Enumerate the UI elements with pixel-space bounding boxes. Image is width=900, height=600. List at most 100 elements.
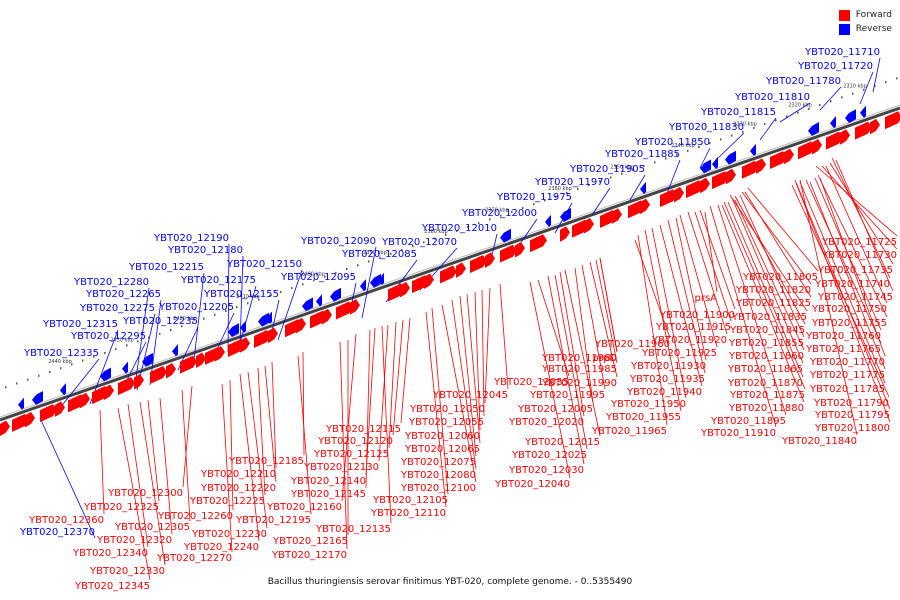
leader-line <box>159 397 173 535</box>
scale-dot <box>665 157 667 160</box>
reverse-gene-label: YBT020_12180 <box>167 245 243 256</box>
leader-line <box>425 311 447 508</box>
forward-gene-label: YBT020_11940 <box>626 387 702 398</box>
reverse-gene-label: YBT020_11850 <box>634 137 710 148</box>
forward-gene <box>196 352 206 369</box>
scale-dot <box>27 378 29 381</box>
leader-line <box>821 165 898 250</box>
forward-gene-label: YBT020_12240 <box>183 542 259 553</box>
reverse-gene-label: YBT020_11905 <box>569 164 645 175</box>
legend-item-reverse: Reverse <box>838 22 892 36</box>
scale-dot <box>313 279 315 282</box>
leader-line <box>794 179 891 410</box>
reverse-gene <box>266 311 272 324</box>
forward-gene-label: YBT020_11800 <box>814 423 890 434</box>
scale-tick-label: 2330 kbp <box>733 122 757 128</box>
legend-label-reverse: Reverse <box>855 24 892 34</box>
forward-gene-label: YBT020_11920 <box>651 335 727 346</box>
scale-dot <box>104 351 106 354</box>
forward-gene-label: YBT020_11935 <box>629 374 705 385</box>
forward-gene-label: YBT020_12030 <box>508 465 584 476</box>
scale-dot <box>192 321 194 324</box>
leader-line <box>779 102 811 123</box>
forward-gene-label: YBT020_11840 <box>781 436 857 447</box>
forward-gene <box>268 327 278 344</box>
leader-line <box>537 279 570 377</box>
scale-tick-label: 2370 kbp <box>485 208 509 214</box>
forward-gene-label: YBT020_12055 <box>408 417 484 428</box>
scale-tick-label: 2380 kbp <box>424 229 448 235</box>
leader-line <box>809 181 886 370</box>
forward-gene-label: prsA <box>694 293 717 304</box>
genome-axis <box>0 106 900 422</box>
forward-gene <box>350 299 360 315</box>
forward-gene-label: YBT020_12260 <box>157 511 233 522</box>
scale-dot <box>93 355 95 358</box>
leader-line <box>547 275 585 465</box>
reverse-gene-label: YBT020_12370 <box>19 527 95 538</box>
forward-gene <box>726 168 736 185</box>
leader-line <box>791 184 890 398</box>
forward-gene-label: YBT020_12050 <box>409 404 485 415</box>
forward-gene <box>424 273 434 289</box>
forward-gene <box>870 118 880 135</box>
scale-dot <box>643 165 645 168</box>
scale-dot <box>357 264 359 267</box>
leader-line <box>459 295 477 457</box>
leader-line <box>723 201 806 390</box>
scale-dot <box>203 317 205 320</box>
leader-line <box>499 283 509 390</box>
forward-gene <box>640 198 650 215</box>
forward-gene-label: YBT020_11825 <box>735 298 811 309</box>
forward-gene-label: YBT020_11760 <box>805 331 881 342</box>
forward-gene-label: YBT020_12015 <box>524 437 600 448</box>
legend: Forward Reverse <box>838 8 892 36</box>
scale-dot <box>632 168 634 171</box>
forward-gene-label: YBT020_11745 <box>817 292 893 303</box>
reverse-gene-label: YBT020_12280 <box>73 277 149 288</box>
forward-gene-label: YBT020_11820 <box>735 285 811 296</box>
forward-gene-label: YBT020_12170 <box>271 550 347 561</box>
forward-gene-label: YBT020_11740 <box>814 279 890 290</box>
forward-gene-label: YBT020_12345 <box>74 581 150 592</box>
forward-gene-label: YBT020_11955 <box>605 412 681 423</box>
leader-line <box>744 191 812 298</box>
scale-dot <box>698 146 700 149</box>
leader-line <box>715 132 745 161</box>
reverse-gene-label: YBT020_11830 <box>668 122 744 133</box>
forward-gene-label: YBT020_11845 <box>729 325 805 336</box>
scale-dot <box>335 271 337 274</box>
reverse-gene <box>258 312 269 327</box>
leader-line <box>221 383 233 553</box>
reverse-gene-label: YBT020_12095 <box>280 272 356 283</box>
forward-gene <box>485 252 495 268</box>
leader-line <box>247 371 268 529</box>
scale-dot <box>797 111 799 114</box>
leader-line <box>589 261 618 378</box>
forward-gene-label: YBT020_12160 <box>266 502 342 513</box>
scale-dot <box>434 237 436 240</box>
genome-axis-highlight <box>0 104 900 418</box>
scale-tick-label: 2350 kbp <box>610 164 634 170</box>
leader-line <box>117 407 151 581</box>
forward-gene-label: YBT020_12020 <box>508 417 584 428</box>
leader-line <box>127 403 149 548</box>
scale-dot <box>687 149 689 152</box>
legend-item-forward: Forward <box>838 8 892 22</box>
legend-label-forward: Forward <box>855 10 892 20</box>
forward-gene-label: YBT020_12035 <box>493 377 569 388</box>
forward-gene-label: YBT020_12165 <box>272 536 348 547</box>
scale-tick-label: 2430 kbp <box>110 338 134 344</box>
scale-dot <box>533 203 535 206</box>
leader-line <box>727 201 804 378</box>
scale-dot <box>412 245 414 248</box>
scale-dot <box>885 81 887 84</box>
scale-dot <box>808 107 810 110</box>
reverse-gene-label: YBT020_11810 <box>734 92 810 103</box>
scale-dot <box>170 329 172 332</box>
leader-line <box>829 162 894 265</box>
forward-gene <box>840 129 850 145</box>
forward-gene <box>812 138 822 155</box>
leader-line <box>805 179 882 344</box>
